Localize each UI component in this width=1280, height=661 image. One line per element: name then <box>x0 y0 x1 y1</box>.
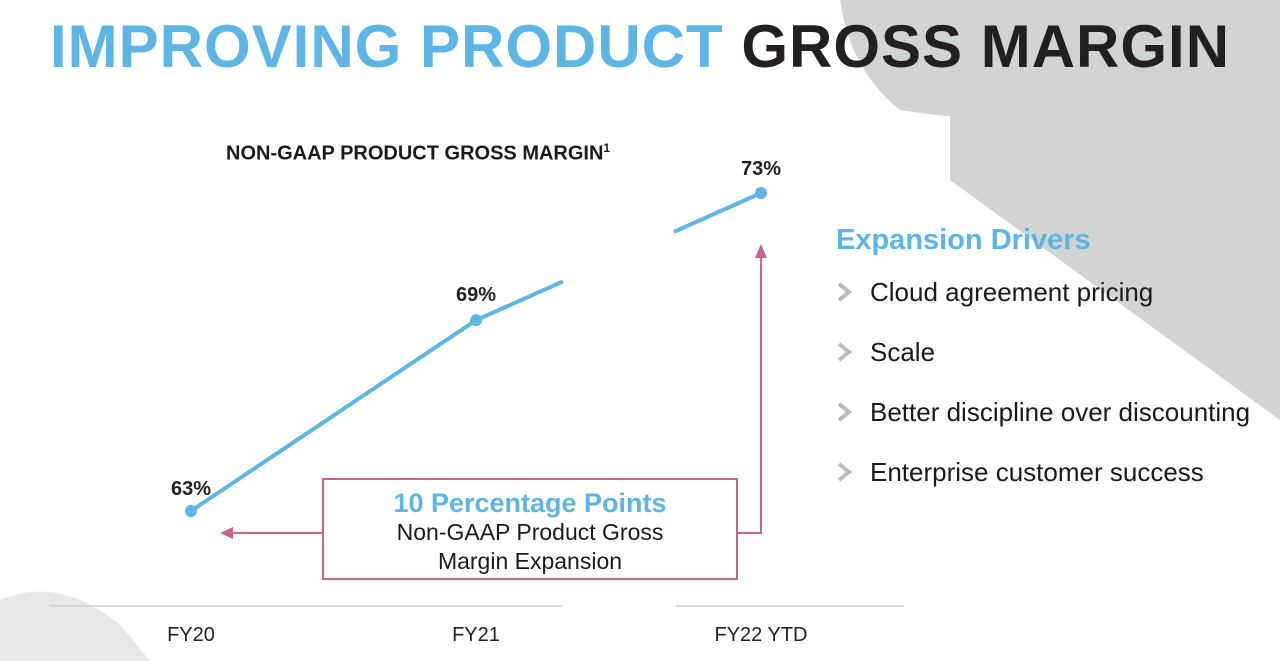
driver-label: Scale <box>870 337 936 367</box>
chevron-right-icon <box>837 462 852 482</box>
callout-line-1: Non-GAAP Product Gross <box>396 519 664 545</box>
data-label: 73% <box>741 158 781 180</box>
up-arrow-head <box>755 244 767 258</box>
chevron-right-icon <box>837 342 852 362</box>
callout-headline: 10 Percentage Points <box>393 488 667 518</box>
driver-label: Enterprise customer success <box>870 457 1204 487</box>
chart-title: NON-GAAP PRODUCT GROSS MARGIN1 <box>226 141 610 166</box>
title-part-accent: IMPROVING PRODUCT <box>49 13 724 80</box>
data-point <box>755 187 767 199</box>
drivers-title: Expansion Drivers <box>836 224 1091 256</box>
data-point <box>185 505 197 517</box>
driver-label: Better discipline over discounting <box>870 397 1251 427</box>
chevron-right-icon <box>837 402 852 422</box>
chart-title-text: NON-GAAP PRODUCT GROSS MARGIN <box>226 142 604 165</box>
series-line-segment <box>474 280 564 323</box>
data-label: 69% <box>456 284 496 306</box>
series-line-segment <box>189 318 478 513</box>
series-line-segment <box>673 191 763 234</box>
up-arrow-line <box>738 258 762 534</box>
expansion-drivers: Expansion Drivers Cloud agreement pricin… <box>836 224 1250 515</box>
driver-item: Scale <box>836 335 1250 395</box>
callout-line-2: Margin Expansion <box>437 548 623 574</box>
x-tick-label: FY20 <box>167 624 215 646</box>
page-title: IMPROVING PRODUCT GROSS MARGIN <box>0 12 1280 81</box>
title-part-dark: GROSS MARGIN <box>741 13 1231 80</box>
x-tick-label: FY22 YTD <box>715 624 808 646</box>
x-tick-label: FY21 <box>452 624 500 646</box>
left-arrow-head <box>220 527 233 539</box>
chevron-right-icon <box>837 282 852 302</box>
data-point <box>470 314 482 327</box>
driver-item: Better discipline over discounting <box>836 395 1250 455</box>
driver-label: Cloud agreement pricing <box>870 277 1154 307</box>
driver-item: Enterprise customer success <box>836 455 1250 515</box>
chart-title-footnote: 1 <box>603 141 611 155</box>
driver-item: Cloud agreement pricing <box>836 275 1250 335</box>
data-label: 63% <box>171 478 211 500</box>
expansion-callout: 10 Percentage Points Non-GAAP Product Gr… <box>322 478 738 580</box>
